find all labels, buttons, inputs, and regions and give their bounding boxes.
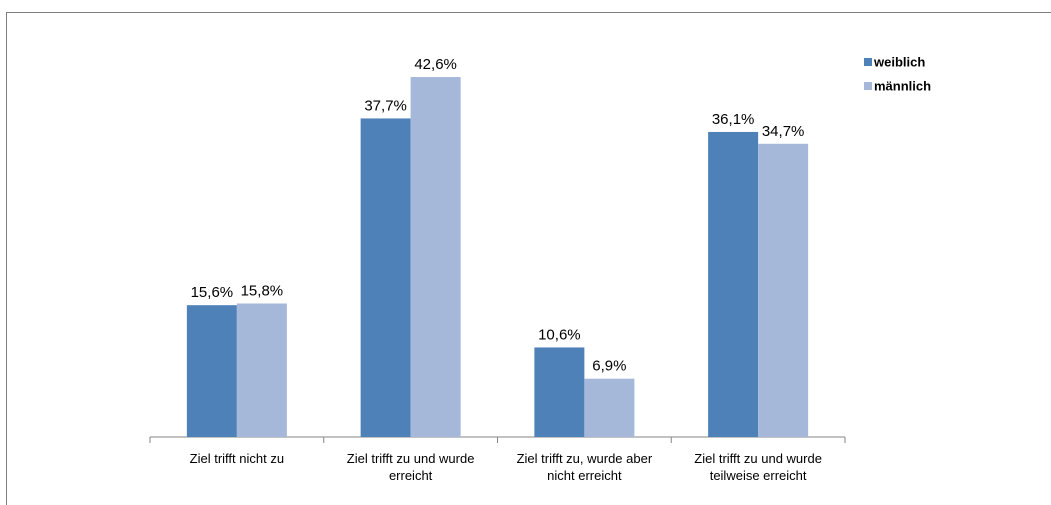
chart-frame	[6, 12, 1051, 505]
legend-swatch-2	[864, 82, 872, 90]
bar-mnnlich-1	[236, 303, 287, 437]
x-tick-label: nicht erreicht	[547, 468, 622, 483]
legend-swatch-1	[864, 58, 872, 66]
data-label: 6,9%	[592, 358, 626, 375]
x-tick-label: teilweise erreicht	[710, 468, 807, 483]
bar-mnnlich-2	[410, 77, 461, 437]
bar-weiblich-1	[186, 305, 237, 437]
data-label: 15,6%	[191, 284, 234, 301]
bar-weiblich-2	[360, 118, 411, 437]
data-label: 42,6%	[414, 56, 457, 73]
x-tick-label: Ziel trifft zu und wurde	[694, 451, 822, 466]
x-tick-label: Ziel trifft zu und wurde	[347, 451, 475, 466]
legend-label-2: männlich	[874, 79, 931, 94]
data-label: 15,8%	[241, 282, 284, 299]
bar-weiblich-3	[534, 347, 585, 437]
x-tick-label: Ziel trifft zu, wurde aber	[517, 451, 653, 466]
x-tick-label: Ziel trifft nicht zu	[190, 451, 284, 466]
data-label: 34,7%	[762, 123, 805, 140]
bar-weiblich-4	[708, 131, 759, 437]
x-tick-label: erreicht	[389, 468, 433, 483]
bar-mnnlich-3	[584, 378, 635, 437]
legend-label-1: weiblich	[873, 55, 925, 70]
data-label: 36,1%	[712, 111, 755, 128]
data-label: 37,7%	[364, 97, 407, 114]
data-label: 10,6%	[538, 326, 581, 343]
bar-mnnlich-4	[758, 143, 809, 437]
